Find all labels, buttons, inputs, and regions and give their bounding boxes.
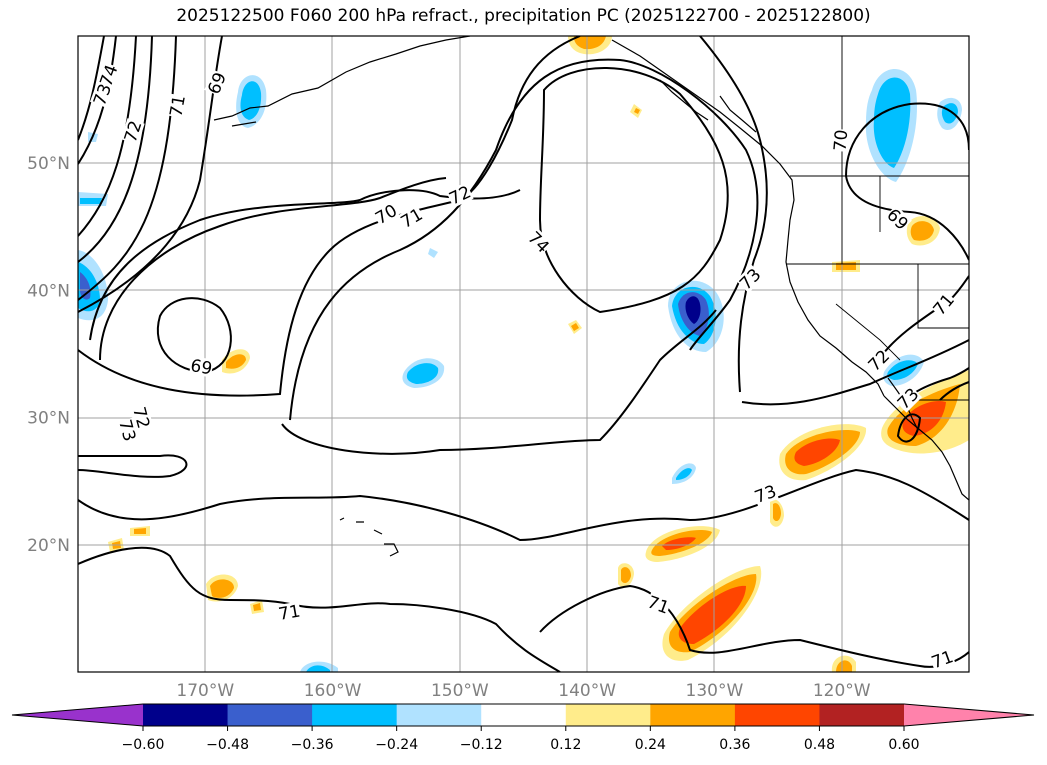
map-frame bbox=[77, 35, 970, 673]
shade-canada-blue bbox=[865, 69, 962, 182]
contour-label-69: 69 bbox=[189, 356, 214, 379]
contour-label-bg bbox=[120, 118, 145, 145]
shade-midpacific-blue bbox=[402, 358, 445, 388]
contour-label-70: 70 bbox=[831, 129, 853, 152]
colorbar-extend-max bbox=[904, 704, 1034, 726]
colorbar-label: 0.24 bbox=[635, 737, 666, 753]
colorbar-label: 0.60 bbox=[888, 737, 919, 753]
contour-label-bg bbox=[116, 417, 140, 444]
lon-label-150: 150°W bbox=[431, 681, 489, 701]
contour-label-bg bbox=[446, 182, 474, 208]
colorbar-cell bbox=[819, 704, 905, 726]
contour-label-bg bbox=[189, 355, 214, 378]
contour-label-bg bbox=[893, 384, 923, 413]
contour-label-bg bbox=[397, 204, 426, 232]
colorbar-cell bbox=[565, 704, 651, 726]
contour-label-bg bbox=[372, 200, 401, 228]
colorbar-cell bbox=[481, 704, 567, 726]
contour-label-bg bbox=[830, 128, 851, 153]
lon-label-130: 130°W bbox=[686, 681, 744, 701]
lat-label-20: 20°N bbox=[27, 536, 70, 556]
colorbar-label: 0.12 bbox=[550, 737, 581, 753]
contour-label-bg bbox=[96, 62, 121, 89]
contour-label-bg bbox=[130, 404, 154, 431]
refractivity-contours bbox=[78, 36, 969, 672]
contour-label-bg bbox=[524, 227, 553, 257]
colorbar-label: −0.48 bbox=[206, 737, 249, 753]
colorbar-labels: −0.60 −0.48 −0.36 −0.24 −0.12 0.12 0.24 0.36 0.4… bbox=[122, 737, 920, 753]
longitude-labels: 170°W 160°W 150°W 140°W 130°W 120°W bbox=[176, 681, 870, 701]
contour-label-bg bbox=[204, 69, 230, 97]
lat-label-30: 30°N bbox=[27, 409, 70, 429]
contour-label-bg bbox=[645, 592, 672, 617]
colorbar-cells bbox=[11, 703, 1035, 727]
colorbar-cell bbox=[650, 704, 736, 726]
contour-label-bg bbox=[928, 647, 956, 672]
lat-label-50: 50°N bbox=[27, 154, 70, 174]
borders bbox=[786, 36, 969, 401]
colorbar: −0.60 −0.48 −0.36 −0.24 −0.12 0.12 0.24 0.36 0.4… bbox=[11, 703, 1035, 753]
colorbar-label: −0.12 bbox=[460, 737, 503, 753]
lon-label-140: 140°W bbox=[558, 681, 616, 701]
lat-label-40: 40°N bbox=[27, 281, 70, 301]
contour-label-bg bbox=[735, 264, 765, 294]
contour-label-71: 71 bbox=[167, 94, 190, 119]
colorbar-label: −0.60 bbox=[122, 737, 165, 753]
map-background bbox=[78, 36, 969, 672]
shade-orange-features bbox=[108, 36, 969, 672]
lon-label-170: 170°W bbox=[176, 681, 234, 701]
colorbar-ticks bbox=[142, 726, 905, 731]
lon-label-160: 160°W bbox=[304, 681, 362, 701]
shade-small-blue bbox=[88, 132, 924, 672]
contour-label-bg bbox=[89, 81, 115, 108]
chart-title: 2025122500 F060 200 hPa refract., precip… bbox=[176, 6, 871, 26]
colorbar-label: 0.48 bbox=[804, 737, 835, 753]
latitude-labels: 20°N 30°N 40°N 50°N bbox=[27, 154, 70, 556]
contour-label-71: 71 bbox=[277, 601, 302, 624]
contour-label-bg bbox=[166, 93, 189, 119]
colorbar-label: −0.24 bbox=[375, 737, 418, 753]
shade-alaska-blue bbox=[236, 75, 267, 128]
colorbar-cell bbox=[396, 704, 482, 726]
colorbar-label: −0.36 bbox=[291, 737, 334, 753]
contour-label-bg bbox=[276, 601, 302, 623]
colorbar-cell bbox=[227, 704, 313, 726]
colorbar-label: 0.36 bbox=[719, 737, 750, 753]
lon-label-120: 120°W bbox=[813, 681, 871, 701]
precipitation-shading bbox=[78, 36, 969, 672]
colorbar-cell bbox=[734, 704, 820, 726]
colorbar-cell bbox=[312, 704, 398, 726]
contour-label-bg bbox=[864, 346, 893, 375]
colorbar-cell bbox=[143, 704, 229, 726]
colorbar-extend-min bbox=[12, 704, 143, 726]
contour-label-bg bbox=[751, 481, 779, 507]
contour-label-bg bbox=[929, 290, 958, 319]
contour-label-bg bbox=[883, 205, 912, 234]
